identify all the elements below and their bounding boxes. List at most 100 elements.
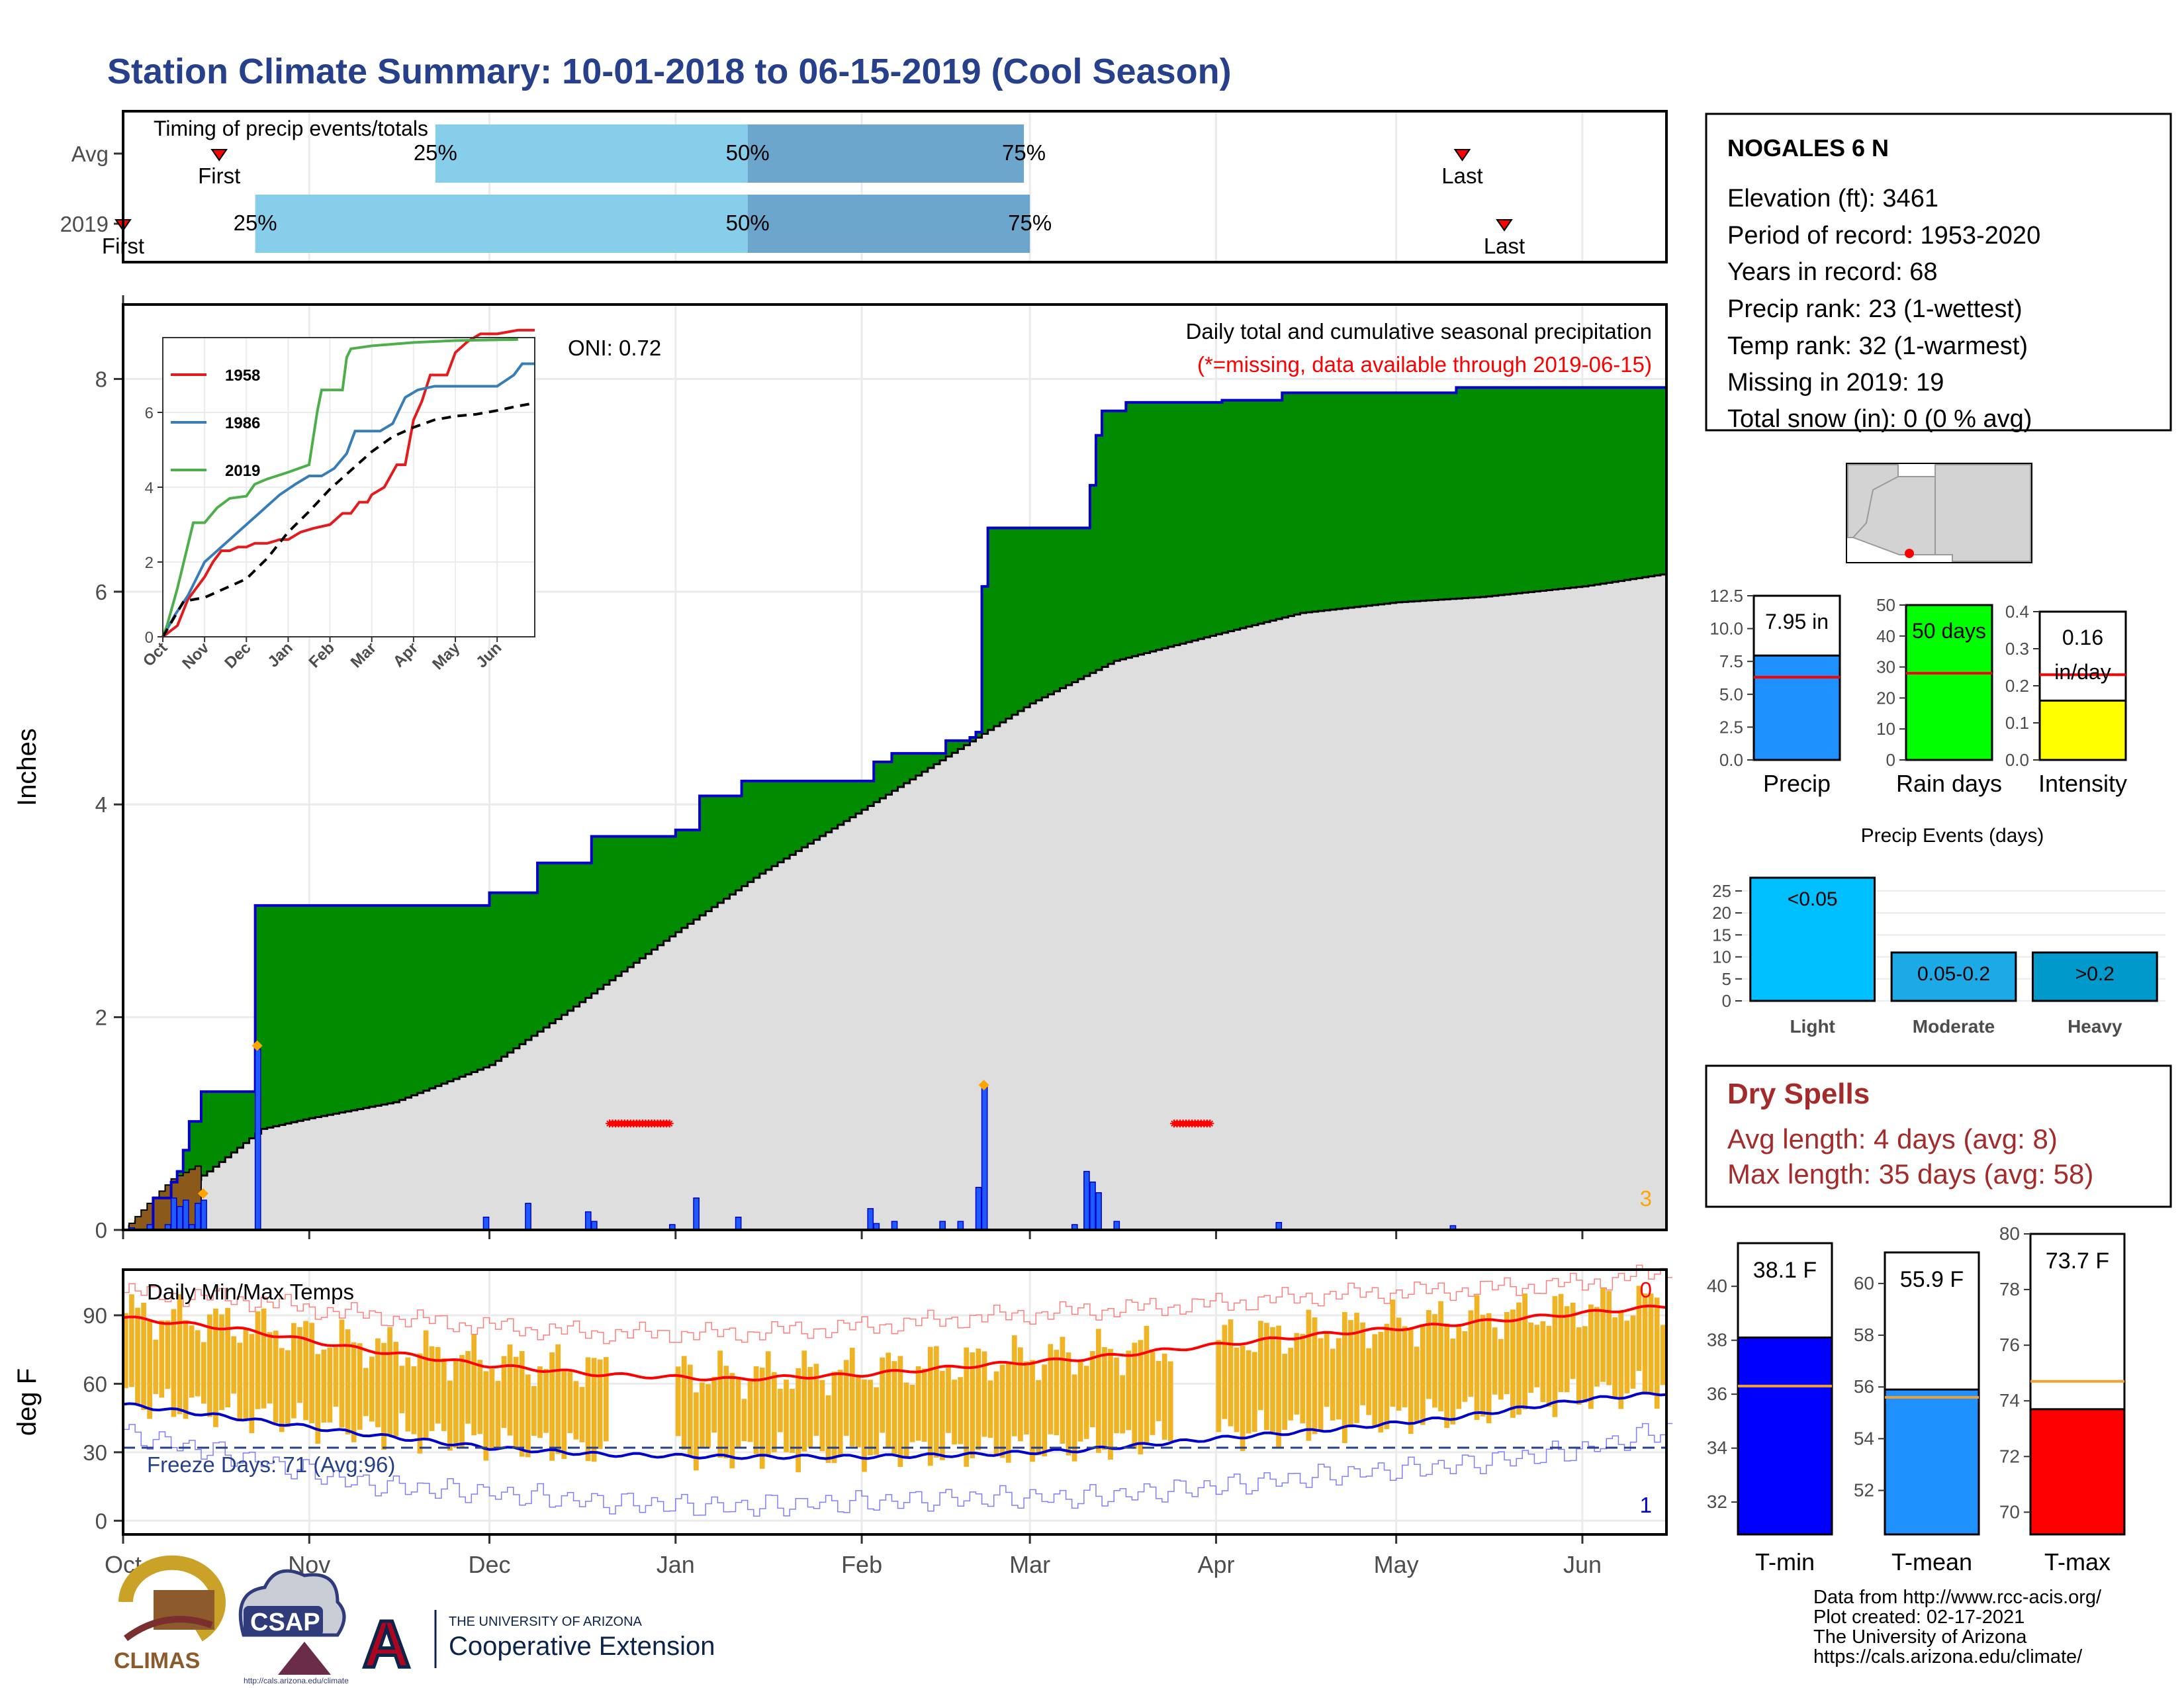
daily-temp-bar [1024,1361,1029,1435]
daily-temp-bar [1486,1313,1492,1424]
temps-xtick-label: Apr [1197,1551,1234,1578]
daily-temp-bar [874,1387,879,1455]
daily-temp-bar [1077,1361,1083,1442]
daily-temp-bar [1360,1322,1365,1405]
daily-temp-bar [1300,1334,1306,1424]
daily-temp-bar [561,1371,567,1459]
panel-ytick-label: 2.5 [1719,717,1743,737]
daily-temp-bar [129,1294,134,1387]
daily-temp-bar [801,1350,807,1452]
daily-temp-bar [711,1376,717,1433]
daily-temp-bar [849,1348,855,1447]
daily-temp-bar [700,1382,705,1448]
precip-event-category: Moderate [1913,1016,1995,1037]
panel-ytick-label: 20 [1876,688,1895,708]
daily-temp-bar [940,1370,945,1460]
main-ytick-label: 0 [95,1218,107,1243]
events-ytick-label: 0 [1722,991,1731,1011]
season-value-label: 55.9 F [1900,1267,1964,1292]
daily-temp-bar [1138,1340,1144,1455]
daily-temp-bar [537,1366,543,1438]
daily-temp-bar [1156,1360,1161,1421]
daily-temp-bar [747,1380,753,1442]
daily-temp-bar [771,1372,777,1452]
daily-temp-bar [1282,1354,1287,1430]
timing-75-label: 75% [1008,211,1052,235]
temps-xtick-label: Mar [1009,1551,1050,1578]
daily-temp-bar [1516,1302,1522,1415]
daily-temp-bar [856,1375,861,1448]
timing-50-label: 50% [726,140,770,165]
daily-precip-bar [182,1199,189,1231]
timing-bar-25-50 [435,124,748,183]
panel-name: Intensity [2038,770,2127,797]
daily-temp-bar [159,1320,165,1398]
daily-temp-bar [796,1368,801,1473]
daily-temp-bar [495,1381,501,1447]
daily-temp-bar [585,1357,591,1462]
daily-temp-bar [459,1354,465,1449]
climas-text: CLIMAS [114,1648,200,1673]
season-value-bar [2029,1408,2126,1536]
dry-spells-avg: Avg length: 4 days (avg: 8) [1727,1123,2058,1154]
season-value-label: 38.1 F [1753,1258,1817,1283]
main-annotation-title: Daily total and cumulative seasonal prec… [1186,319,1652,344]
daily-temp-bar [1564,1306,1570,1393]
daily-precip-bar [584,1211,592,1231]
daily-temp-bar [1498,1338,1504,1400]
avg-tmin-line [122,1391,1667,1460]
dry-spells-title: Dry Spells [1727,1078,1870,1110]
footer-credits: Data from http://www.rcc-acis.org/ Plot … [1813,1587,2102,1667]
daily-temp-bar [273,1331,279,1423]
events-ytick-label: 5 [1722,969,1731,989]
daily-temp-bar [1438,1301,1443,1411]
credit-line: The University of Arizona [1813,1626,2027,1648]
panel-ytick-label: 54 [1854,1428,1874,1448]
daily-temp-bar [1089,1351,1095,1428]
timing-label: Timing of precip events/totals [154,117,428,140]
daily-temp-bar [1510,1309,1516,1418]
panel-ytick-label: 32 [1707,1491,1727,1512]
daily-temp-bar [1216,1340,1222,1432]
dry-spells-max: Max length: 35 days (avg: 58) [1727,1158,2093,1190]
daily-temp-bar [1114,1357,1119,1434]
daily-temp-bar [1612,1317,1618,1398]
daily-temp-bar [555,1344,561,1454]
daily-temp-bar [675,1366,681,1436]
timing-25-label: 25% [414,140,457,165]
inset-legend-label: 2019 [225,462,260,480]
last-event-marker [1496,219,1513,232]
first-event-label: First [198,164,240,188]
daily-temp-bar [333,1347,339,1407]
dry-spells-box: Dry Spells Avg length: 4 days (avg: 8) M… [1705,1064,2172,1208]
daily-temp-bar [1054,1350,1060,1436]
cumulative-2019-line [123,384,1668,1231]
panel-ytick-label: 76 [1999,1335,2020,1355]
daily-temp-bar [981,1351,987,1437]
daily-temp-bar [231,1336,237,1394]
daily-temp-bar [243,1329,249,1419]
daily-temp-bar [1251,1352,1257,1432]
daily-temp-bar [513,1356,519,1448]
temps-ytick-label: 60 [83,1372,107,1396]
daily-temp-bar [135,1307,140,1405]
precip-events-title: Precip Events (days) [1861,825,2044,847]
daily-temp-bar [501,1356,507,1429]
daily-temp-bar [549,1352,555,1461]
temps-ytick-label: 30 [83,1440,107,1465]
csap-text: CSAP [250,1609,320,1636]
daily-temp-bar [1018,1347,1023,1442]
panel-ytick-label: 0.3 [2005,639,2029,659]
station-location-dot [1905,549,1914,558]
daily-temp-bar [1318,1338,1324,1432]
daily-temp-bar [897,1356,903,1468]
daily-temp-bar [891,1361,897,1454]
daily-temp-bar [213,1308,218,1427]
daily-temp-bar [1030,1360,1035,1462]
daily-temp-bar [1294,1333,1300,1415]
panel-ytick-label: 0.0 [2005,750,2029,770]
daily-temp-bar [1420,1324,1426,1425]
panel-ytick-label: 40 [1707,1276,1727,1296]
last-event-marker [1453,149,1471,162]
